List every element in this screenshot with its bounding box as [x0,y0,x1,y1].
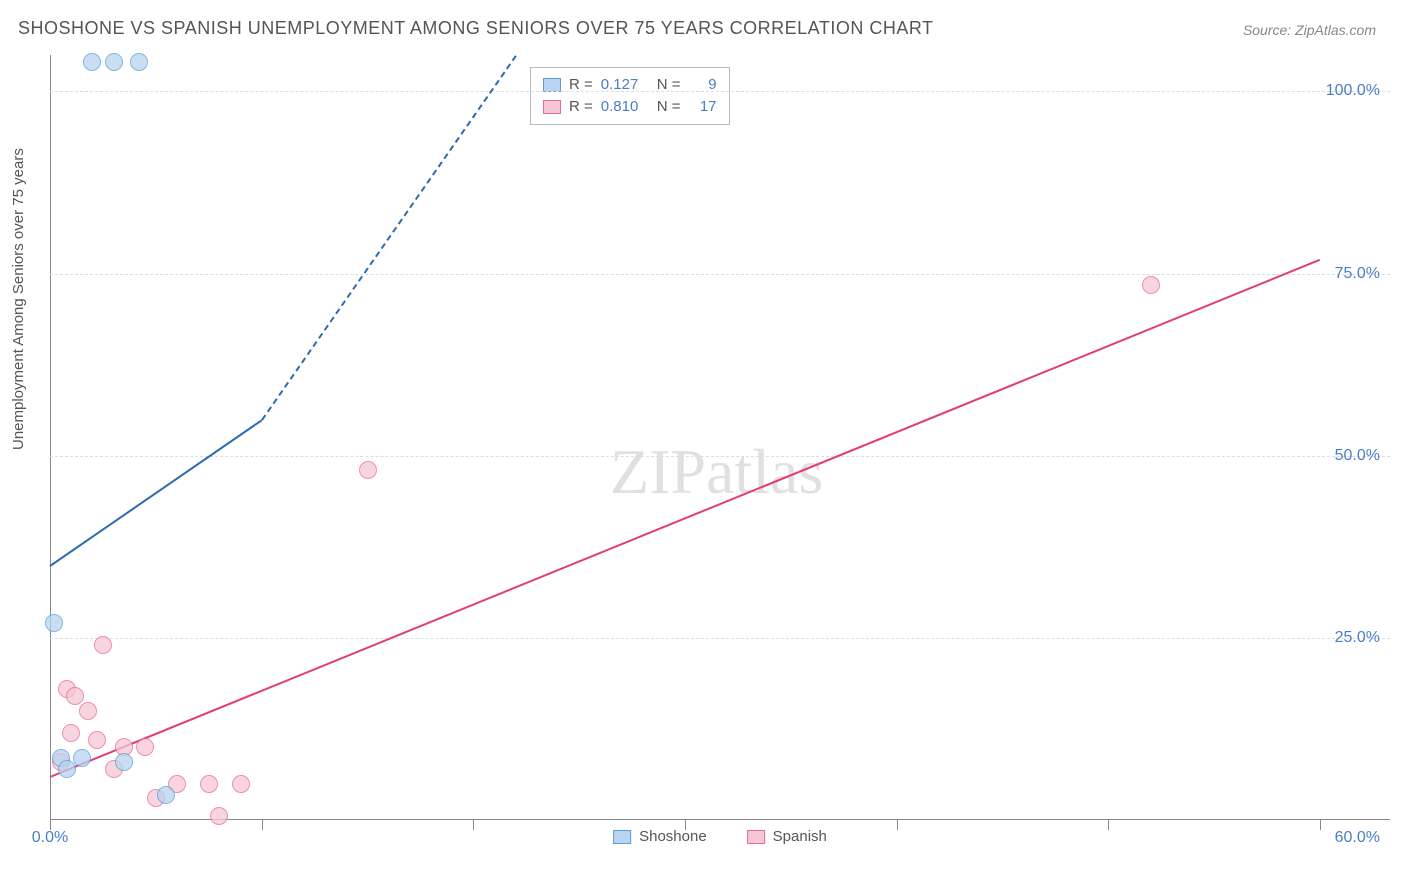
y-axis [50,55,51,820]
legend: Shoshone Spanish [613,828,827,845]
data-point [105,53,123,71]
data-point [73,749,91,767]
gridline [50,91,1390,92]
swatch-icon [543,100,561,114]
x-tick [1108,820,1109,830]
data-point [115,753,133,771]
x-tick-label: 0.0% [32,829,68,847]
x-tick [685,820,686,830]
watermark: ZIPatlas [610,435,823,509]
y-tick-label: 75.0% [1335,265,1380,283]
y-tick-label: 25.0% [1335,629,1380,647]
legend-item: Shoshone [613,828,707,845]
data-point [79,702,97,720]
legend-label: Spanish [773,828,827,845]
data-point [200,775,218,793]
data-point [83,53,101,71]
gridline [50,456,1390,457]
x-tick [262,820,263,830]
data-point [232,775,250,793]
x-tick [1320,820,1321,830]
trend-line [50,259,1321,778]
stats-box: R = 0.127 N = 9 R = 0.810 N = 17 [530,67,730,125]
y-tick-label: 50.0% [1335,447,1380,465]
data-point [359,461,377,479]
watermark-bold: ZIP [610,436,706,507]
legend-item: Spanish [747,828,827,845]
data-point [66,687,84,705]
data-point [45,614,63,632]
source-label: Source: ZipAtlas.com [1243,22,1376,38]
data-point [88,731,106,749]
n-label: N = [657,74,681,96]
x-tick [473,820,474,830]
gridline [50,638,1390,639]
y-axis-label: Unemployment Among Seniors over 75 years [10,148,27,450]
data-point [130,53,148,71]
y-tick-label: 100.0% [1326,82,1380,100]
legend-label: Shoshone [639,828,707,845]
x-axis [50,819,1390,820]
swatch-icon [747,830,765,844]
correlation-chart: R = 0.127 N = 9 R = 0.810 N = 17 Shoshone Spanis… [50,55,1390,845]
n-value: 9 [689,74,717,96]
data-point [157,786,175,804]
data-point [136,738,154,756]
n-value: 17 [689,96,717,118]
trend-line [49,419,262,566]
watermark-thin: atlas [706,436,823,507]
trend-line [261,55,517,420]
gridline [50,274,1390,275]
data-point [94,636,112,654]
stats-row: R = 0.810 N = 17 [543,96,717,118]
n-label: N = [657,96,681,118]
data-point [62,724,80,742]
swatch-icon [613,830,631,844]
data-point [58,760,76,778]
x-tick [897,820,898,830]
r-value: 0.127 [601,74,649,96]
chart-title: SHOSHONE VS SPANISH UNEMPLOYMENT AMONG S… [18,18,934,39]
r-label: R = [569,96,593,118]
data-point [210,807,228,825]
data-point [1142,276,1160,294]
r-value: 0.810 [601,96,649,118]
stats-row: R = 0.127 N = 9 [543,74,717,96]
swatch-icon [543,78,561,92]
x-tick-label: 60.0% [1335,829,1380,847]
r-label: R = [569,74,593,96]
